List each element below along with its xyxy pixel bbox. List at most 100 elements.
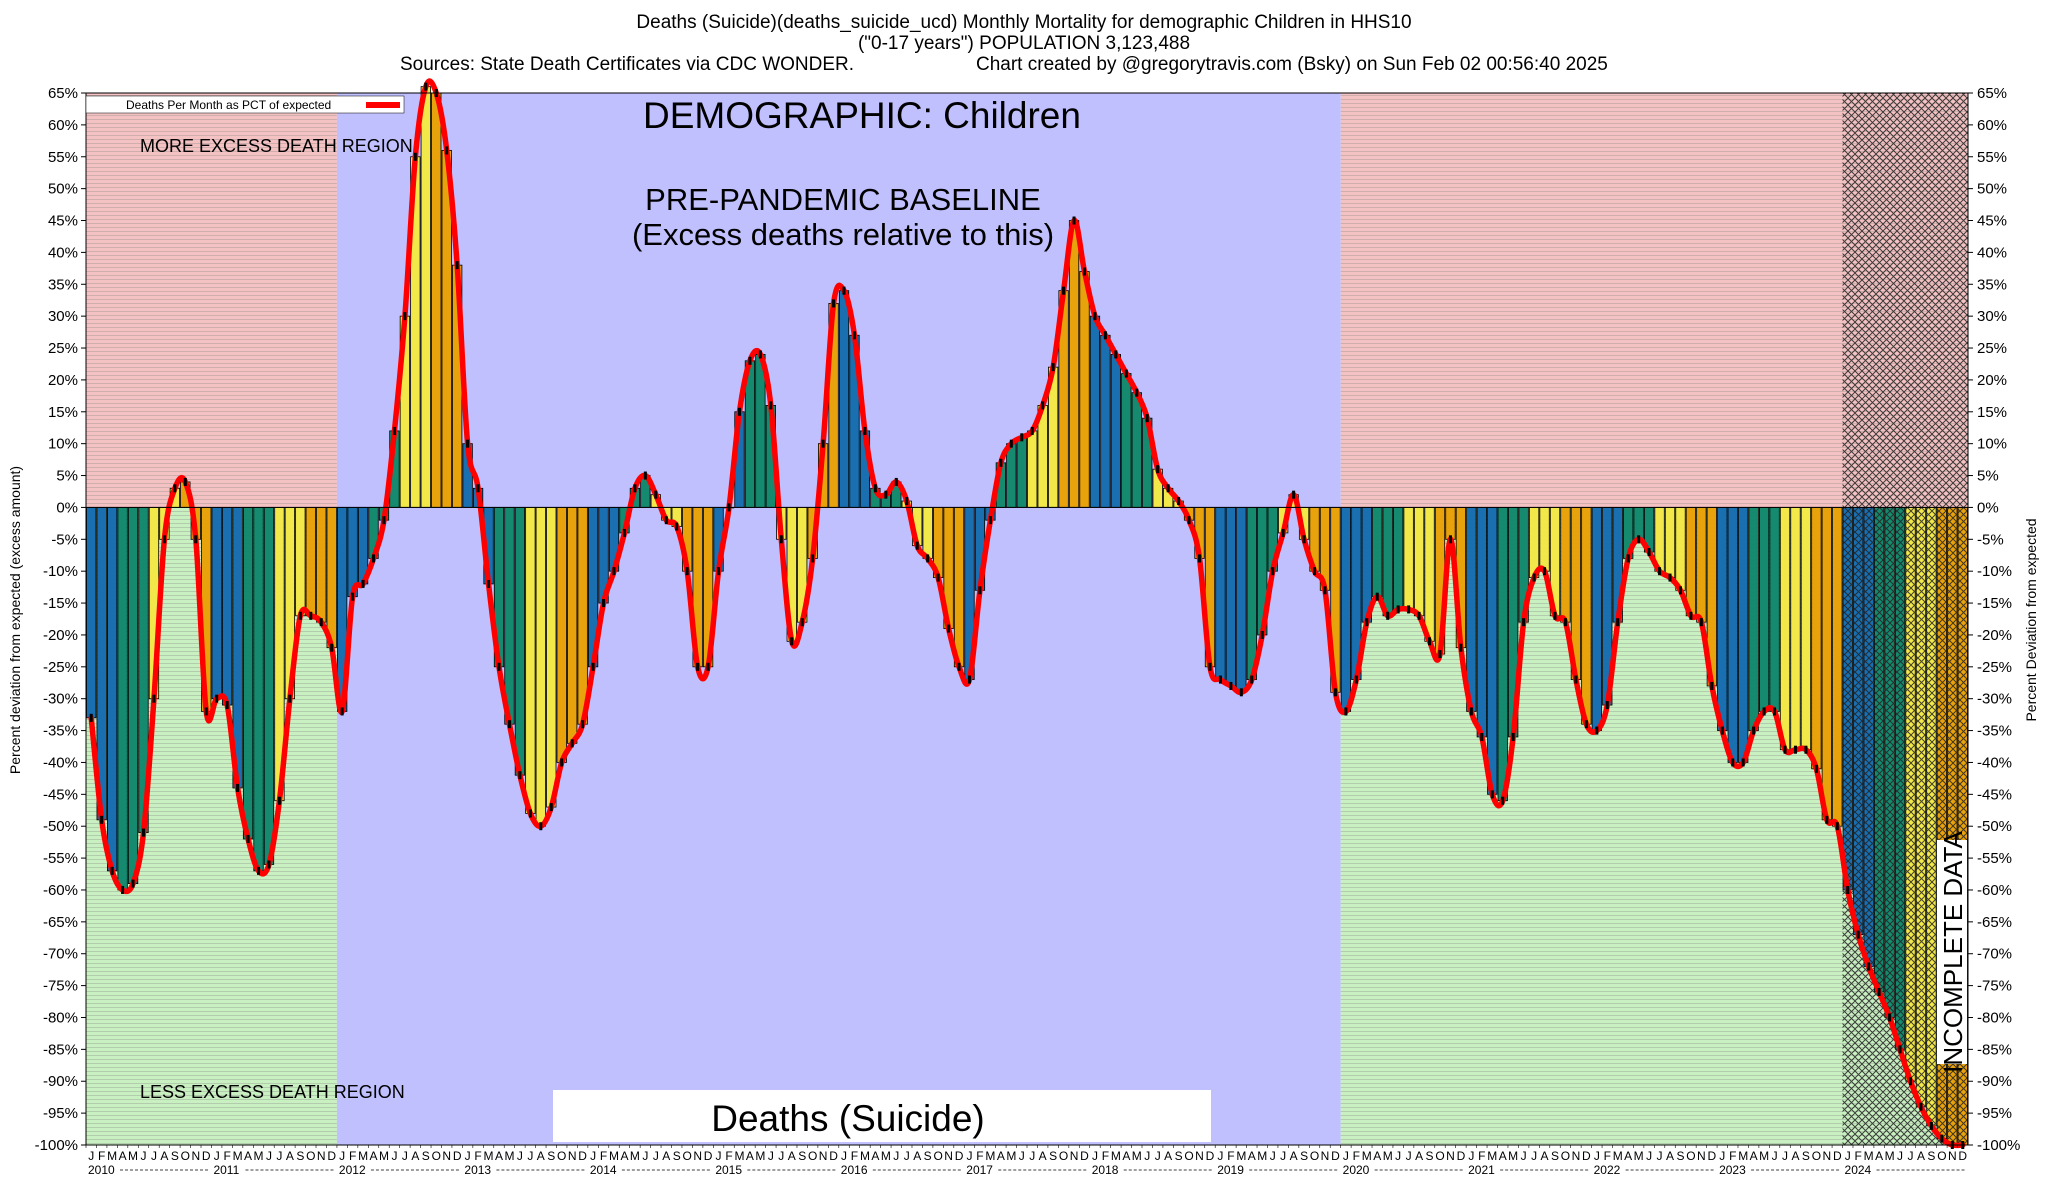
x-month-label: J — [339, 1149, 345, 1163]
trend-point-9 — [183, 477, 187, 486]
trend-point-7 — [162, 535, 166, 544]
x-month-label: J — [465, 1149, 471, 1163]
x-month-label: A — [1122, 1149, 1130, 1163]
trend-point-35 — [455, 261, 459, 270]
trend-point-12 — [215, 694, 219, 703]
x-month-label: J — [590, 1149, 596, 1163]
x-month-label: A — [1290, 1149, 1298, 1163]
x-month-label: J — [1270, 1149, 1276, 1163]
x-month-label: M — [609, 1149, 619, 1163]
x-month-label: J — [1155, 1149, 1161, 1163]
x-month-label: O — [1686, 1149, 1695, 1163]
x-month-label: M — [1508, 1149, 1518, 1163]
bar-162 — [1779, 507, 1791, 751]
y-tick-label-right: -85% — [1977, 1041, 2012, 1058]
bar-88 — [1006, 443, 1017, 508]
x-month-label: J — [1406, 1149, 1412, 1163]
x-month-label: S — [924, 1149, 932, 1163]
trend-point-119 — [1333, 688, 1337, 697]
incomplete-label-box — [1937, 840, 1967, 1064]
x-month-label: M — [1257, 1149, 1267, 1163]
trend-point-67 — [790, 637, 794, 646]
x-month-label: M — [734, 1149, 744, 1163]
trend-point-82 — [947, 624, 951, 633]
trend-point-68 — [800, 618, 804, 627]
trend-point-124 — [1386, 611, 1390, 620]
x-month-label: A — [411, 1149, 419, 1163]
trend-point-2 — [110, 866, 114, 875]
trend-point-87 — [999, 458, 1003, 467]
x-month-label: O — [1435, 1149, 1444, 1163]
x-month-label: A — [1750, 1149, 1758, 1163]
x-month-label: S — [1927, 1149, 1935, 1163]
y-tick-label-right: 55% — [1977, 149, 2007, 166]
trend-point-89 — [1020, 433, 1024, 442]
x-month-label: O — [1184, 1149, 1193, 1163]
trend-point-79 — [915, 541, 919, 550]
trend-point-139 — [1543, 567, 1547, 576]
x-month-label: J — [1144, 1149, 1150, 1163]
trend-point-129 — [1438, 650, 1442, 659]
trend-point-53 — [643, 471, 647, 480]
x-month-label: M — [985, 1149, 995, 1163]
y-tick-label-right: -100% — [1977, 1137, 2020, 1154]
x-month-label: F — [98, 1149, 105, 1163]
trend-point-11 — [204, 707, 208, 716]
trend-point-101 — [1145, 414, 1149, 423]
x-month-label: O — [1561, 1149, 1570, 1163]
x-month-label: D — [202, 1149, 211, 1163]
y-tick-label-left: 65% — [48, 85, 78, 102]
bar-4 — [127, 507, 139, 884]
y-tick-label-right: -95% — [1977, 1105, 2012, 1122]
y-tick-label-right: 5% — [1977, 468, 1999, 485]
trend-point-104 — [1177, 497, 1181, 506]
x-month-label: N — [1697, 1149, 1706, 1163]
trend-point-4 — [131, 879, 135, 888]
bar-33 — [431, 92, 442, 508]
bar-20 — [295, 507, 306, 617]
x-month-label: O — [306, 1149, 315, 1163]
x-month-label: F — [1604, 1149, 1611, 1163]
trend-point-136 — [1511, 732, 1515, 741]
x-month-label: J — [1719, 1149, 1725, 1163]
x-month-label: D — [1708, 1149, 1717, 1163]
y-tick-label-left: 30% — [48, 308, 78, 325]
trend-point-80 — [926, 554, 930, 563]
trend-point-45 — [560, 758, 564, 767]
trend-point-106 — [1198, 554, 1202, 563]
x-month-label: A — [871, 1149, 879, 1163]
x-month-label: A — [1666, 1149, 1674, 1163]
x-month-label: M — [755, 1149, 765, 1163]
trend-point-126 — [1407, 605, 1411, 614]
x-month-label: J — [1395, 1149, 1401, 1163]
baseline-region — [336, 93, 1341, 1145]
trend-point-157 — [1731, 758, 1735, 767]
trend-point-15 — [246, 834, 250, 843]
trend-point-140 — [1553, 611, 1557, 620]
x-month-label: J — [402, 1149, 408, 1163]
bar-80 — [922, 507, 933, 559]
x-month-label: M — [1362, 1149, 1372, 1163]
trend-point-47 — [581, 720, 585, 729]
trend-point-70 — [821, 439, 825, 448]
trend-point-125 — [1396, 605, 1400, 614]
x-month-label: O — [933, 1149, 942, 1163]
bar-157 — [1727, 507, 1738, 763]
bar-3 — [117, 507, 128, 891]
x-month-label: A — [1373, 1149, 1381, 1163]
x-month-label: F — [474, 1149, 481, 1163]
y-tick-label-left: -95% — [43, 1105, 78, 1122]
trend-point-0 — [89, 713, 93, 722]
y-tick-label-right: 65% — [1977, 85, 2007, 102]
trend-point-138 — [1532, 573, 1536, 582]
bar-47 — [577, 507, 588, 725]
trend-point-85 — [978, 586, 982, 595]
y-tick-label-right: -25% — [1977, 659, 2012, 676]
x-month-label: A — [1875, 1149, 1883, 1163]
trend-point-173 — [1898, 1045, 1902, 1054]
x-month-label: M — [1383, 1149, 1393, 1163]
x-month-label: M — [128, 1149, 138, 1163]
y-tick-label-right: -55% — [1977, 850, 2012, 867]
trend-point-141 — [1563, 618, 1567, 627]
bar-94 — [1068, 220, 1080, 508]
